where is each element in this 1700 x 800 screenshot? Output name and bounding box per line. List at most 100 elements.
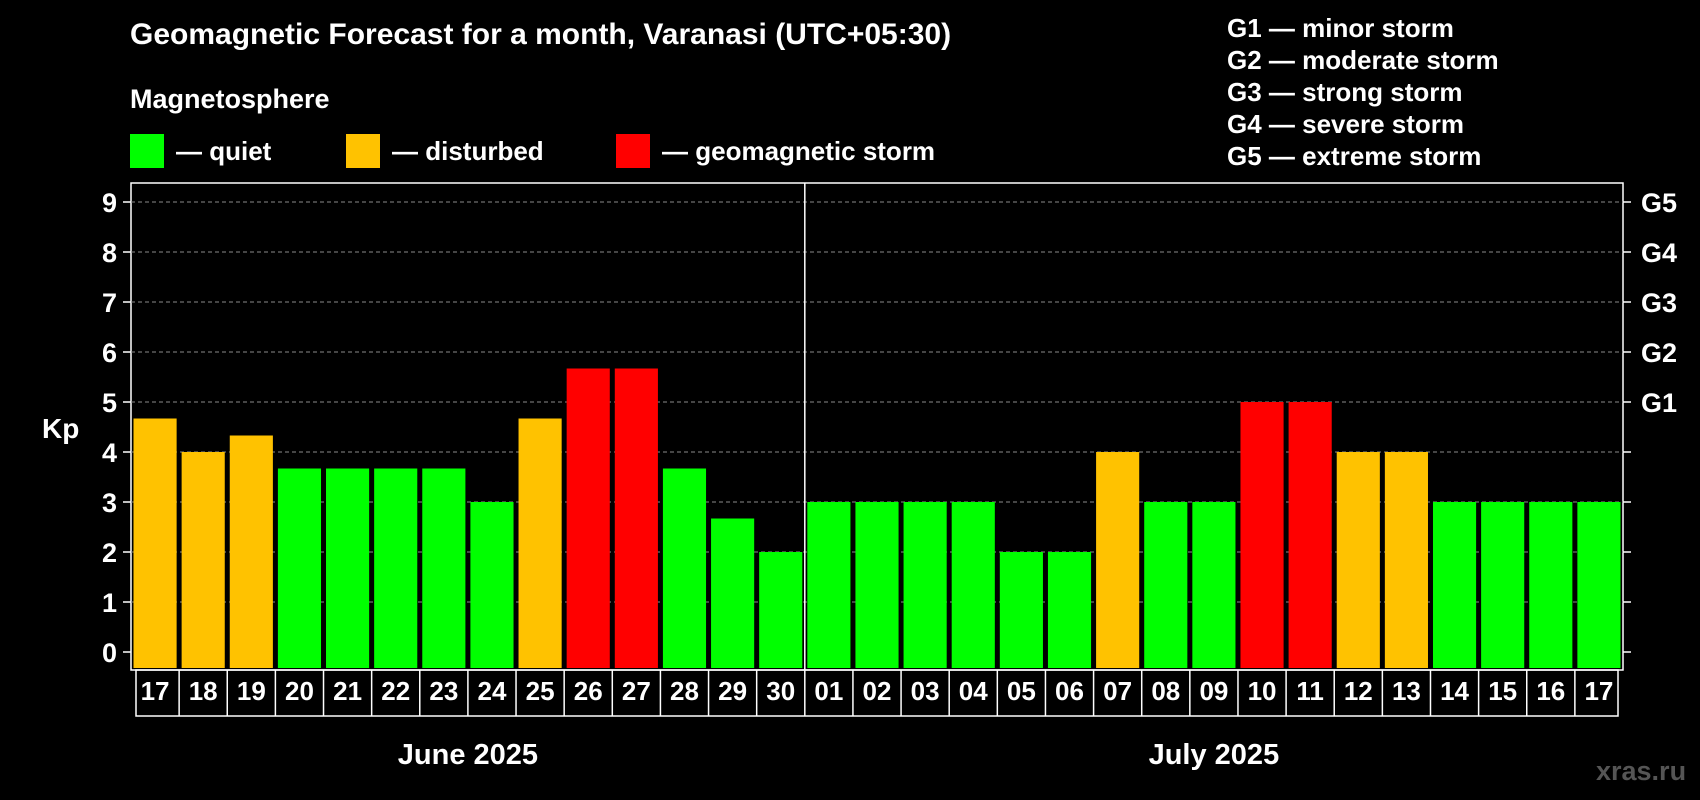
bar — [229, 435, 273, 668]
date-tick-label: 04 — [959, 676, 988, 706]
right-axis-label: G4 — [1641, 238, 1677, 268]
date-tick-label: 17 — [141, 676, 170, 706]
date-tick-label: 07 — [1103, 676, 1132, 706]
bar — [855, 502, 899, 668]
legend-storm: — geomagnetic storm — [616, 134, 935, 168]
date-tick-label: 15 — [1488, 676, 1517, 706]
legend-storm-label: — geomagnetic storm — [662, 135, 936, 166]
date-tick-label: 13 — [1392, 676, 1421, 706]
date-tick-label: 01 — [814, 676, 843, 706]
y-tick-label: 1 — [102, 588, 117, 618]
bar — [614, 368, 658, 668]
bar — [422, 468, 466, 668]
month-label: June 2025 — [398, 739, 538, 771]
legend-storm-swatch — [616, 134, 650, 168]
storm-level-g4: G4 — severe storm — [1227, 109, 1465, 139]
bar — [1384, 452, 1428, 668]
date-tick-label: 10 — [1248, 676, 1277, 706]
date-tick-label: 11 — [1296, 676, 1324, 706]
storm-level-g2: G2 — moderate storm — [1227, 45, 1499, 75]
bar — [1096, 452, 1140, 668]
y-tick-label: 0 — [102, 638, 117, 668]
bar — [1240, 402, 1284, 668]
y-tick-label: 6 — [102, 338, 117, 368]
bar — [470, 502, 514, 668]
y-tick-label: 7 — [102, 288, 117, 318]
bar — [1144, 502, 1188, 668]
date-tick-label: 19 — [237, 676, 266, 706]
date-tick-label: 21 — [333, 676, 362, 706]
date-tick-label: 22 — [381, 676, 410, 706]
bar — [1577, 502, 1621, 668]
bar — [711, 518, 755, 668]
y-tick-label: 8 — [102, 238, 117, 268]
bar — [1481, 502, 1525, 668]
bar — [1192, 502, 1236, 668]
date-tick-label: 23 — [429, 676, 458, 706]
storm-level-g5: G5 — extreme storm — [1227, 141, 1482, 171]
date-tick-label: 30 — [766, 676, 795, 706]
date-tick-label: 28 — [670, 676, 699, 706]
bar — [374, 468, 418, 668]
storm-level-list: G1 — minor storm G2 — moderate storm G3 … — [1227, 12, 1499, 172]
magnetosphere-label: Magnetosphere — [130, 84, 330, 114]
chart-title: Geomagnetic Forecast for a month, Varana… — [130, 18, 952, 51]
bar — [1336, 452, 1380, 668]
date-tick-label: 25 — [526, 676, 555, 706]
bar — [759, 552, 803, 668]
bar — [662, 468, 707, 668]
legend-quiet-label: — quiet — [176, 135, 272, 166]
date-tick-label: 26 — [574, 676, 603, 706]
bar — [518, 418, 562, 668]
bar — [326, 468, 370, 668]
y-axis-label: Kp — [42, 413, 79, 444]
bar — [1288, 402, 1332, 668]
date-tick-label: 18 — [189, 676, 218, 706]
y-tick-label: 5 — [102, 388, 117, 418]
month-label: July 2025 — [1149, 739, 1280, 771]
right-axis-label: G1 — [1641, 388, 1677, 418]
bar — [277, 468, 322, 668]
bar — [181, 452, 225, 668]
legend-quiet: — quiet — [130, 134, 271, 168]
legend-disturbed-label: — disturbed — [392, 135, 544, 166]
bar — [951, 502, 995, 668]
bar — [1432, 502, 1477, 668]
date-tick-label: 29 — [718, 676, 747, 706]
date-tick-label: 24 — [478, 676, 507, 706]
right-axis-label: G5 — [1641, 188, 1677, 218]
y-tick-label: 2 — [102, 538, 117, 568]
date-tick-label: 05 — [1007, 676, 1036, 706]
bar — [133, 418, 177, 668]
right-axis-label: G3 — [1641, 288, 1677, 318]
legend-disturbed: — disturbed — [346, 134, 544, 168]
right-axis-label: G2 — [1641, 338, 1677, 368]
date-tick-label: 02 — [863, 676, 892, 706]
date-tick-label: 06 — [1055, 676, 1084, 706]
storm-level-g1: G1 — minor storm — [1227, 13, 1454, 43]
bar — [1529, 502, 1573, 668]
y-tick-label: 4 — [102, 438, 117, 468]
date-tick-label: 16 — [1536, 676, 1565, 706]
storm-level-g3: G3 — strong storm — [1227, 77, 1463, 107]
watermark: xras.ru — [1596, 756, 1687, 786]
bar — [566, 368, 610, 668]
date-tick-label: 03 — [911, 676, 940, 706]
date-row-frame — [135, 669, 1619, 717]
legend-disturbed-swatch — [346, 134, 380, 168]
y-tick-label: 9 — [102, 188, 117, 218]
date-tick-label: 08 — [1151, 676, 1180, 706]
bar — [807, 502, 851, 668]
legend-quiet-swatch — [130, 134, 164, 168]
date-tick-label: 20 — [285, 676, 314, 706]
bar — [1047, 552, 1092, 668]
date-tick-label: 17 — [1584, 676, 1613, 706]
date-tick-label: 14 — [1440, 676, 1469, 706]
bar — [999, 552, 1043, 668]
bar — [903, 502, 947, 668]
date-tick-label: 09 — [1199, 676, 1228, 706]
date-tick-label: 12 — [1344, 676, 1373, 706]
y-tick-label: 3 — [102, 488, 117, 518]
date-tick-label: 27 — [622, 676, 651, 706]
